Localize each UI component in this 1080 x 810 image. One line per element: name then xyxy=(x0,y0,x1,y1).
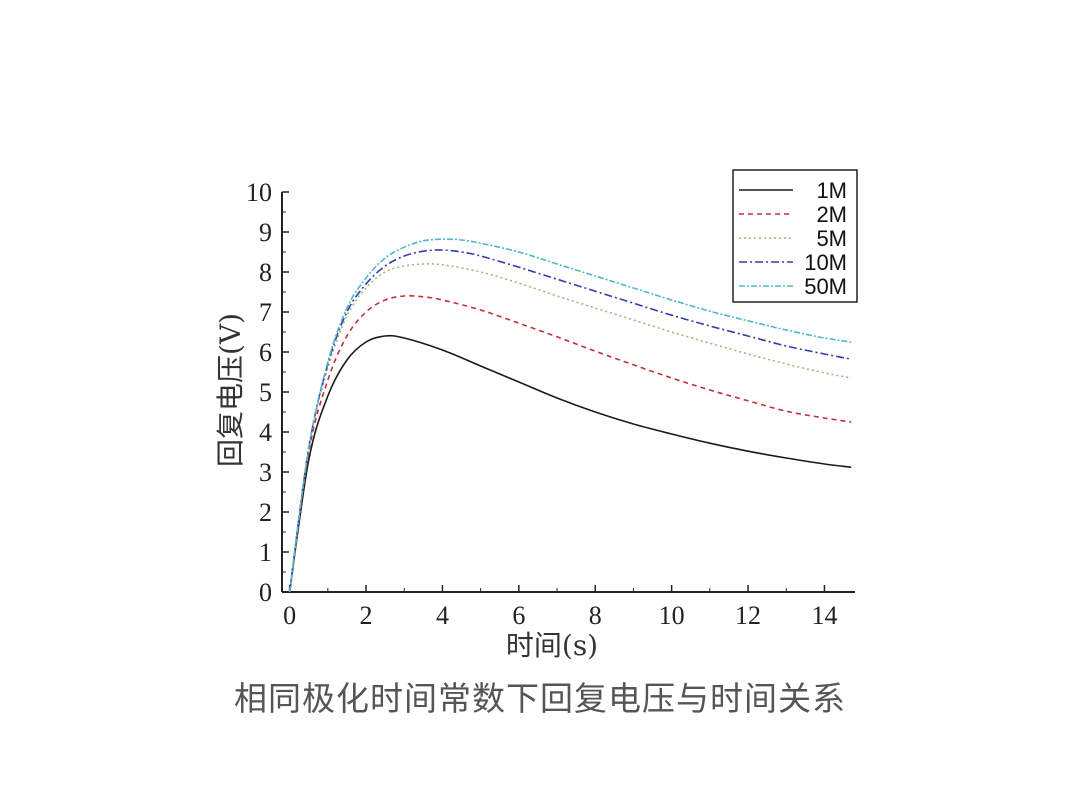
x-tick-label: 6 xyxy=(512,601,525,630)
legend-label-10M: 10M xyxy=(804,250,847,275)
x-tick-label: 12 xyxy=(735,601,761,630)
series-line-1M xyxy=(288,334,852,593)
y-tick-label: 5 xyxy=(259,378,272,407)
x-tick-label: 2 xyxy=(360,601,373,630)
y-tick-label: 6 xyxy=(259,338,272,367)
x-tick-label: 14 xyxy=(811,601,837,630)
x-tick-label: 8 xyxy=(589,601,602,630)
series-line-10M xyxy=(288,249,852,593)
legend-label-50M: 50M xyxy=(804,274,847,299)
x-tick-label: 10 xyxy=(659,601,685,630)
series-line-2M xyxy=(288,295,852,593)
legend-label-1M: 1M xyxy=(816,178,847,203)
legend-label-2M: 2M xyxy=(816,202,847,227)
y-tick-label: 0 xyxy=(259,578,272,607)
figure-caption: 相同极化时间常数下回复电压与时间关系 xyxy=(234,679,846,718)
y-tick-label: 2 xyxy=(259,498,272,527)
y-tick-label: 1 xyxy=(259,538,272,567)
series-line-5M xyxy=(288,263,852,593)
y-tick-label: 8 xyxy=(259,258,272,287)
y-tick-label: 10 xyxy=(246,178,272,207)
y-tick-label: 4 xyxy=(259,418,272,447)
legend-box xyxy=(732,169,858,303)
y-tick-label: 3 xyxy=(259,458,272,487)
y-axis-title: 回复电压(V) xyxy=(214,313,247,467)
legend-label-5M: 5M xyxy=(816,226,847,251)
y-tick-label: 9 xyxy=(259,218,272,247)
y-tick-label: 7 xyxy=(259,298,272,327)
x-tick-label: 0 xyxy=(283,601,296,630)
x-axis-title: 时间(s) xyxy=(506,629,598,662)
x-tick-label: 4 xyxy=(436,601,449,630)
series-line-50M xyxy=(288,238,852,593)
